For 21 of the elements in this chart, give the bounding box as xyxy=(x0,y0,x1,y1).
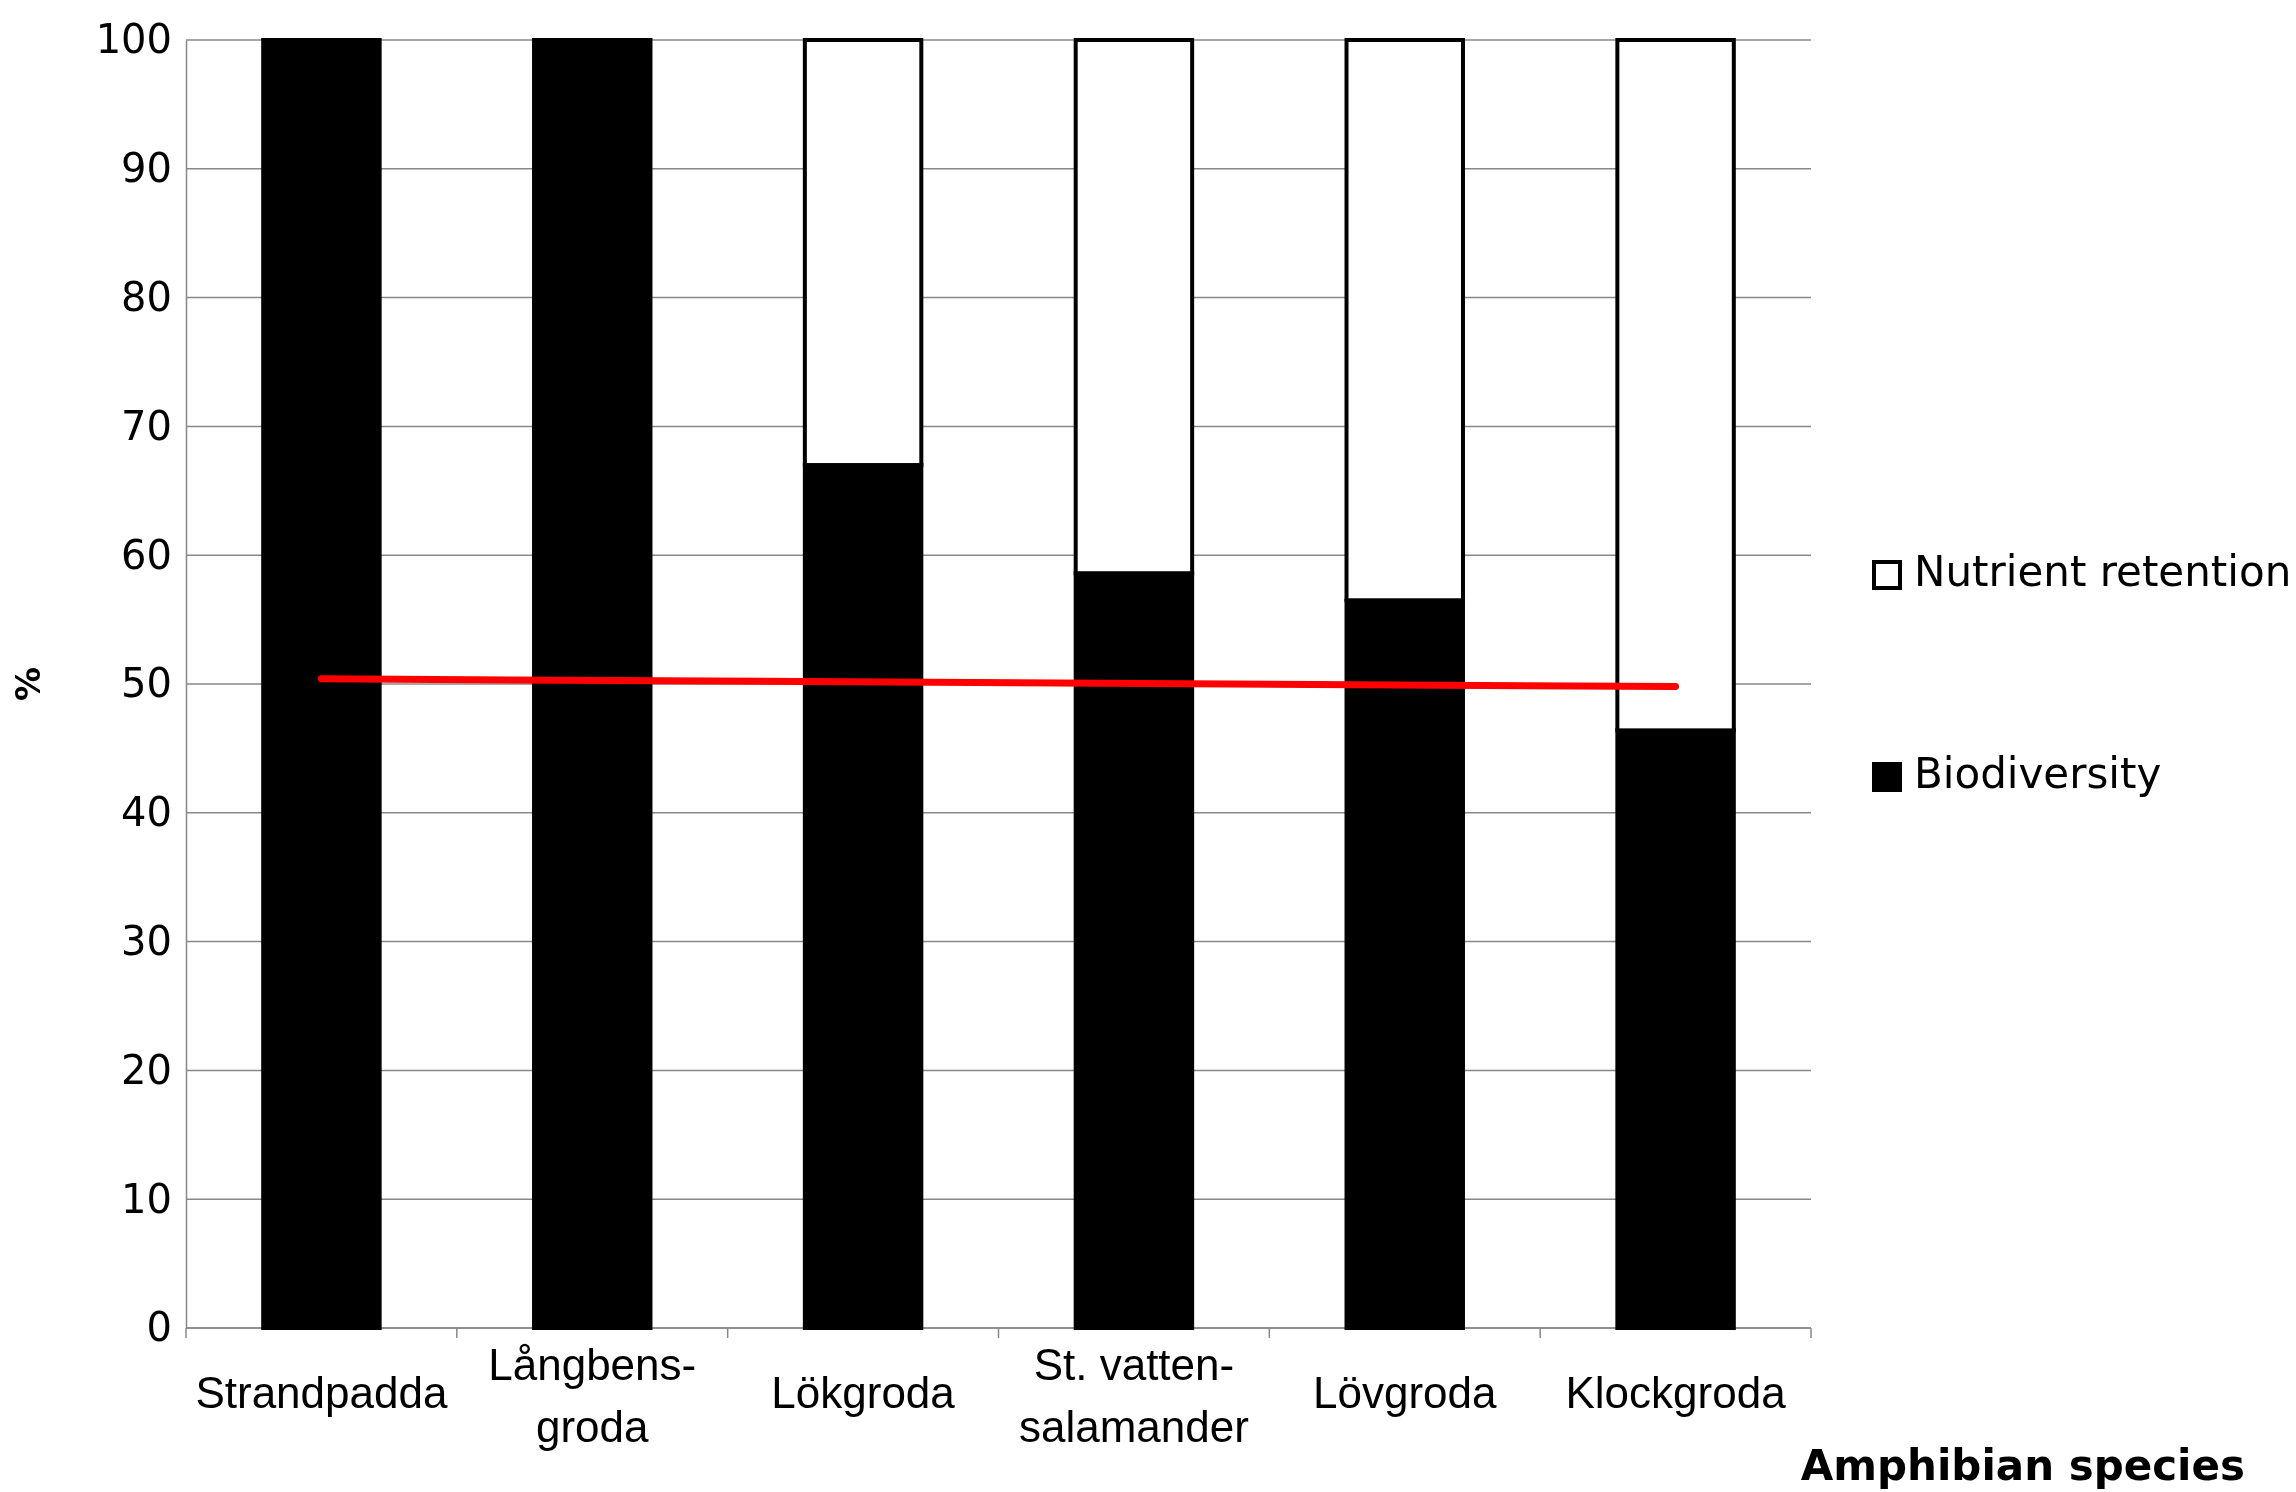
y-tick-label: 60 xyxy=(121,531,172,578)
y-tick-label: 80 xyxy=(121,273,172,320)
x-tick-label: Strandpadda xyxy=(195,1368,448,1417)
y-tick-label: 50 xyxy=(121,660,172,707)
x-tick-label: St. vatten-salamander xyxy=(1018,1340,1249,1451)
y-tick-label: 20 xyxy=(121,1046,172,1093)
y-tick-label: 30 xyxy=(121,917,172,964)
y-tick-label: 10 xyxy=(121,1175,172,1222)
x-tick-label: Lövgroda xyxy=(1313,1368,1498,1417)
legend-label: Nutrient retention xyxy=(1914,547,2292,596)
x-tick-label: Långbens-groda xyxy=(488,1340,697,1451)
x-axis-title: Amphibian species xyxy=(1800,1441,2245,1490)
x-tick-label: Klockgroda xyxy=(1565,1368,1787,1417)
y-tick-label: 100 xyxy=(95,16,172,63)
y-tick-label: 90 xyxy=(121,145,172,192)
y-tick-label: 40 xyxy=(121,789,172,836)
y-tick-label: 0 xyxy=(146,1304,172,1351)
x-tick-label: Lökgroda xyxy=(771,1368,956,1417)
y-axis-title: % xyxy=(8,666,48,702)
y-tick-label: 70 xyxy=(121,402,172,449)
legend-label: Biodiversity xyxy=(1914,749,2162,798)
